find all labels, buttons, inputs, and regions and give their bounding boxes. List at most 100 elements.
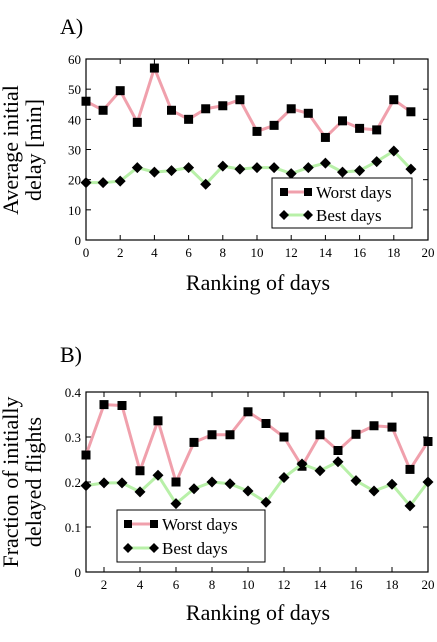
panel-a-worst-day-point — [167, 105, 176, 115]
panel-a-worst-day-point — [338, 116, 347, 126]
panel-b-legend-box — [116, 509, 266, 563]
panel-b-worst-day-point — [225, 430, 235, 440]
panel-a-best-day-point — [302, 162, 314, 174]
panel-a-worst-day-point — [252, 126, 262, 136]
panel-b-legend-worst-marker-right — [150, 520, 158, 528]
panel-b-worst-day-point — [261, 419, 271, 428]
panel-b-best-day-point — [242, 485, 254, 497]
panel-a-best-day-point — [388, 145, 400, 157]
panel-a-best-day-point — [200, 178, 212, 190]
panel-a-xtick-label: 4 — [151, 245, 158, 260]
panel-a-worst-day-point — [235, 95, 245, 105]
panel-b-worst-day-point — [423, 437, 433, 446]
panel-b-best-day-point — [188, 483, 200, 495]
panel-a-legend-worst-marker-right — [304, 188, 312, 196]
panel-b-worst-day-point — [171, 477, 181, 487]
panel-a-ylabel: Average initial delay [min] — [0, 85, 46, 215]
panel-a-xtick-label: 10 — [251, 245, 264, 260]
panel-b-label: B) — [60, 342, 82, 367]
panel-b-xtick-label: 6 — [173, 577, 180, 592]
panel-b-ylabel-line2: delayed flights — [21, 417, 46, 547]
panel-b-ylabel-line1: Fraction of initially — [0, 396, 23, 567]
panel-a-worst-day-point — [184, 114, 194, 124]
panel-a-worst-day-point — [132, 117, 142, 127]
panel-a-xtick-label: 2 — [117, 245, 124, 260]
panel-b-worst-day-point — [153, 416, 163, 426]
panel-a-best-day-point — [268, 162, 280, 174]
panel-b-best-day-point — [278, 472, 290, 483]
panel-b-best-day-point — [350, 475, 362, 487]
panel-a-ylabel-line2: delay [min] — [21, 99, 46, 201]
panel-a-ytick-label: 30 — [68, 143, 81, 158]
panel-b-best-day-point — [260, 496, 272, 508]
panel-a-legend-best-marker-right — [303, 210, 313, 220]
panel-a-worst-day-point — [320, 132, 330, 142]
panel-b-ylabel: Fraction of initially delayed flights — [0, 396, 46, 567]
panel-b-xlabel: Ranking of days — [186, 600, 330, 625]
panel-a-ytick-label: 10 — [68, 203, 81, 218]
panel-a-xtick-label: 0 — [83, 245, 90, 260]
panel-b-legend-best-label: Best days — [162, 539, 228, 558]
panel-b-xtick-label: 14 — [314, 577, 328, 592]
panel-a-xtick-label: 8 — [220, 245, 227, 260]
panel-b-best-day-point — [224, 478, 236, 490]
panel-b-best-day-point — [314, 465, 326, 477]
panel-b-best-day-point — [386, 478, 398, 490]
panel-a-ytick-label: 60 — [68, 52, 81, 67]
panel-a-worst-day-point — [355, 123, 365, 133]
panel-a-worst-day-point — [269, 120, 279, 130]
panel-a-best-day-point — [405, 163, 417, 175]
panel-b-xtick-label: 16 — [350, 577, 364, 592]
panel-b-legend-worst-marker-left — [124, 520, 132, 528]
panel-a-best-day-point — [217, 160, 229, 172]
panel-b-best-day-point — [152, 469, 164, 481]
panel-a-worst-day-point — [286, 104, 296, 114]
panel-a-xtick-label: 16 — [353, 245, 367, 260]
panel-b-ytick-label: 0.2 — [65, 475, 81, 490]
panel-a-worst-day-point — [81, 96, 91, 106]
panel-b-worst-day-point — [315, 430, 325, 440]
panel-b-legend-worst-label: Worst days — [162, 515, 238, 534]
panel-b-ytick-label: 0.4 — [65, 385, 82, 400]
panel-a-best-day-point — [114, 175, 126, 187]
panel-b-best-day-point — [368, 485, 380, 497]
panel-a-legend-best-marker-left — [279, 210, 289, 220]
panel-a-worst-day-point — [389, 95, 399, 105]
panel-a-worst-day-point — [372, 125, 382, 135]
panel-a-xtick-label: 12 — [285, 245, 298, 260]
panel-b-xtick-label: 10 — [242, 577, 255, 592]
panel-b-ytick-label: 0 — [75, 565, 82, 580]
panel-b-worst-day-point — [135, 466, 145, 476]
panel-b-worst-day-point — [387, 422, 397, 432]
panel-a-xtick-label: 14 — [319, 245, 333, 260]
panel-b-worst-day-point — [243, 407, 253, 417]
panel-a-best-day-point — [251, 162, 263, 174]
panel-b: B) 0 0.1 0.2 0.3 0.4 2 4 6 8 10 12 14 16 18 20 Ranking… — [0, 342, 435, 625]
panel-b-best-day-point — [170, 498, 182, 510]
panel-b-ytick-label: 0.3 — [65, 430, 81, 445]
panel-b-legend-best-marker-right — [149, 543, 159, 553]
panel-b-axes: 0 0.1 0.2 0.3 0.4 2 4 6 8 10 12 14 16 18 20 — [65, 385, 435, 592]
panel-a-worst-day-point — [98, 105, 108, 115]
panel-b-best-day-point — [134, 486, 146, 498]
panel-a-xlabel: Ranking of days — [186, 270, 330, 295]
panel-b-xtick-label: 12 — [278, 577, 291, 592]
panel-b-xtick-label: 4 — [137, 577, 144, 592]
panel-a-ytick-label: 50 — [68, 82, 81, 97]
panel-b-worst-day-point — [99, 400, 109, 410]
panel-b-best-day-point — [404, 500, 416, 512]
panel-b-worst-day-point — [207, 430, 217, 440]
panel-a-legend: Worst days Best days — [271, 177, 413, 229]
panel-b-legend: Worst days Best days — [116, 509, 266, 563]
panel-a-best-day-point — [285, 168, 297, 180]
panel-b-best-day-point — [332, 456, 344, 468]
panel-a-xtick-label: 20 — [422, 245, 435, 260]
panel-a-best-day-point — [148, 166, 160, 178]
panel-a-best-day-point — [337, 166, 348, 178]
panel-b-worst-day-point — [369, 421, 379, 431]
panel-b-xtick-label: 20 — [422, 577, 435, 592]
panel-b-best-day-point — [116, 477, 128, 489]
panel-b-best-day-point — [422, 476, 434, 488]
panel-a-best-day-point — [166, 165, 177, 177]
